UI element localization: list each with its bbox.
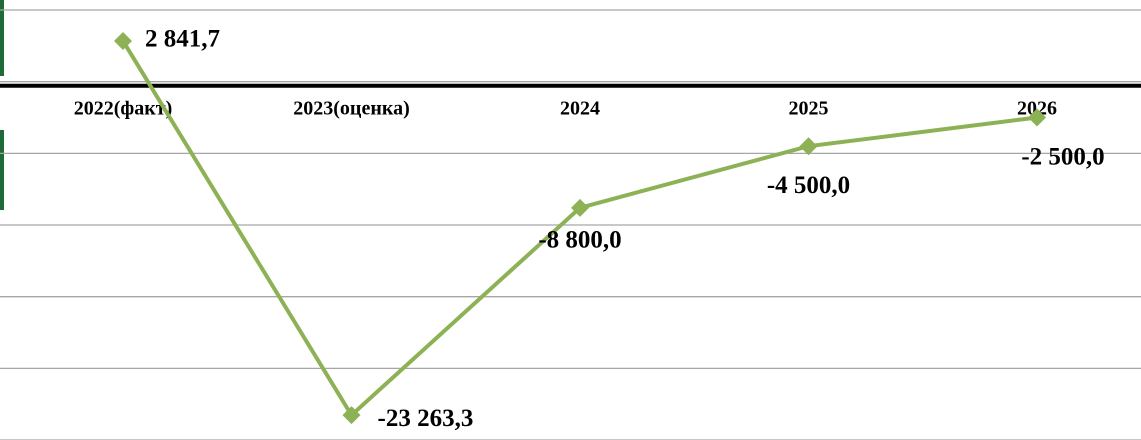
data-label: -8 800,0 [538,227,621,254]
x-tick-label: 2024 [560,97,600,119]
decor-bar [0,0,4,76]
data-label: -2 500,0 [1021,143,1104,170]
data-label: -4 500,0 [767,172,850,199]
marker [1028,108,1046,127]
x-tick-label: 2025 [789,97,829,119]
x-tick-label: 2022(факт) [74,97,173,119]
marker [342,406,361,425]
marker [571,198,589,217]
x-tick-label: 2026 [1017,97,1057,119]
marker [799,137,818,156]
marker [114,31,132,50]
decor-bar [0,130,4,210]
data-label: -23 263,3 [378,405,474,432]
x-tick-label: 2023(оценка) [293,97,409,119]
data-label: 2 841,7 [145,26,220,53]
